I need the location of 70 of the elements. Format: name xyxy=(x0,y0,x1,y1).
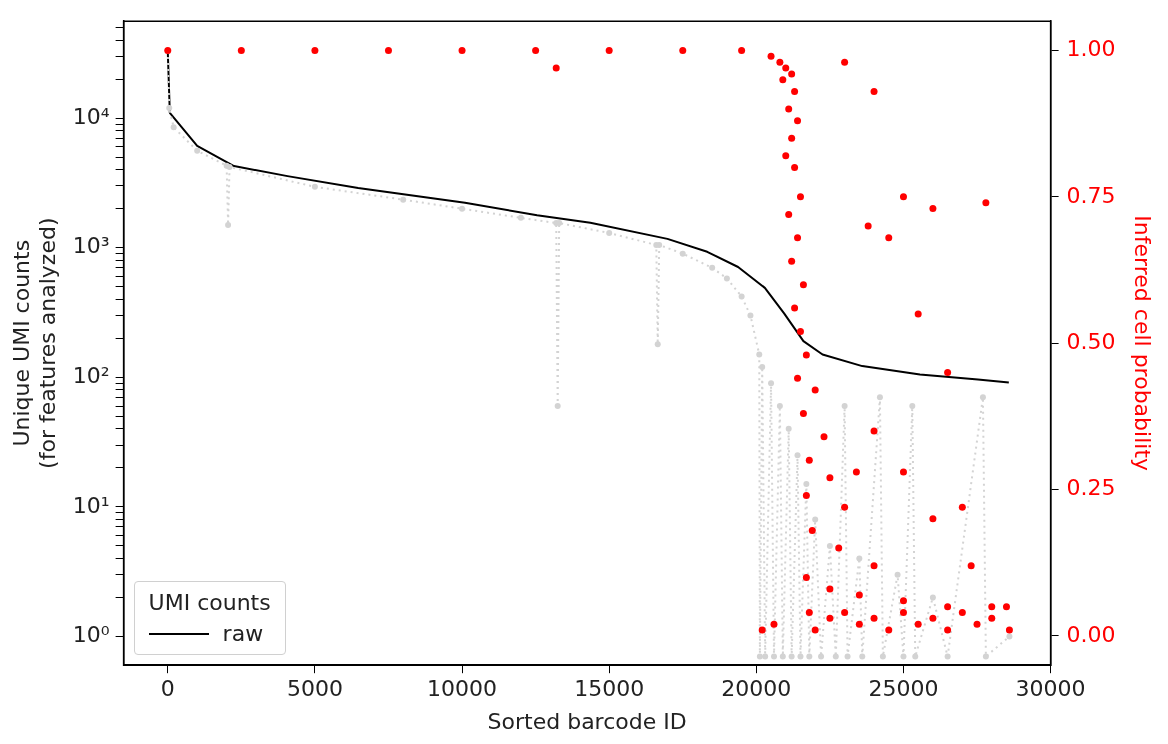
point xyxy=(759,364,766,371)
point xyxy=(747,312,754,319)
point xyxy=(841,403,848,410)
x-tick-label: 25000 xyxy=(868,676,939,702)
point xyxy=(812,516,819,523)
y-tick-label: 10² xyxy=(72,363,110,389)
point xyxy=(459,205,466,212)
point xyxy=(894,571,901,578)
point xyxy=(803,481,810,488)
legend-label: raw xyxy=(222,621,264,647)
point xyxy=(762,653,769,660)
point xyxy=(785,425,792,432)
point xyxy=(166,104,173,111)
point xyxy=(982,653,989,660)
point xyxy=(844,653,851,660)
y-tick-label: 10³ xyxy=(72,233,110,259)
point xyxy=(826,542,833,549)
point xyxy=(944,653,951,660)
point xyxy=(859,653,866,660)
point xyxy=(709,264,716,271)
y2-axis-title: Inferred cell probability xyxy=(1130,215,1156,472)
point xyxy=(170,124,177,131)
x-tick-label: 20000 xyxy=(721,676,792,702)
point xyxy=(779,653,786,660)
point xyxy=(654,341,661,348)
y2-tick-label: 0.00 xyxy=(1066,621,1116,647)
point xyxy=(723,275,730,282)
point xyxy=(194,147,201,154)
point xyxy=(606,229,613,236)
point xyxy=(738,293,745,300)
point xyxy=(856,555,863,562)
point xyxy=(794,452,801,459)
y-tick-label: 10⁴ xyxy=(72,103,110,129)
point xyxy=(979,394,986,401)
point xyxy=(929,594,936,601)
point xyxy=(832,653,839,660)
x-tick-label: 10000 xyxy=(427,676,498,702)
point xyxy=(311,183,318,190)
y-axis-title: Unique UMI counts (for features analyzed) xyxy=(8,217,61,469)
point xyxy=(554,403,561,410)
point xyxy=(876,394,883,401)
x-tick-label: 30000 xyxy=(1015,676,1086,702)
point xyxy=(909,403,916,410)
y-tick-label: 10⁰ xyxy=(72,622,110,648)
x-tick-label: 0 xyxy=(160,676,175,702)
y2-tick-label: 0.50 xyxy=(1066,328,1116,354)
point xyxy=(818,653,825,660)
point xyxy=(225,221,232,228)
point xyxy=(768,380,775,387)
y2-tick-label: 1.00 xyxy=(1066,36,1116,62)
x-tick-label: 5000 xyxy=(286,676,343,702)
point xyxy=(797,653,804,660)
point xyxy=(1006,633,1013,640)
legend-title: UMI counts xyxy=(148,590,271,616)
point xyxy=(900,653,907,660)
point xyxy=(912,653,919,660)
point xyxy=(679,250,686,257)
x-axis-title: Sorted barcode ID xyxy=(487,708,687,734)
point xyxy=(776,403,783,410)
y-tick-label: 10¹ xyxy=(72,492,110,518)
y2-tick-label: 0.75 xyxy=(1066,182,1116,208)
point xyxy=(788,653,795,660)
point xyxy=(770,653,777,660)
point xyxy=(806,653,813,660)
y2-tick-label: 0.25 xyxy=(1066,475,1116,501)
point xyxy=(400,196,407,203)
x-tick-label: 15000 xyxy=(574,676,645,702)
point xyxy=(517,214,524,221)
point xyxy=(756,351,763,358)
point xyxy=(879,653,886,660)
